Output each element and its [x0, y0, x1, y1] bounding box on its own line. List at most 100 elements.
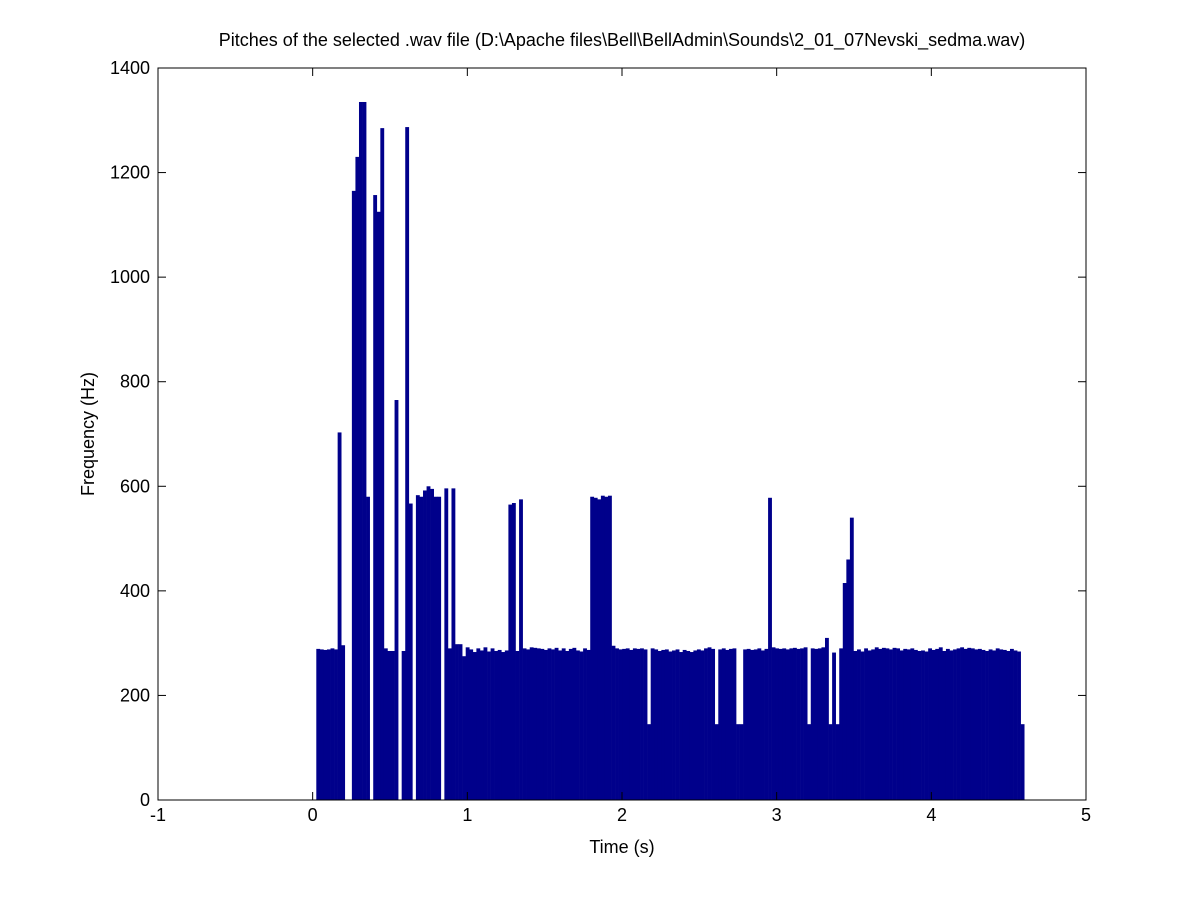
bar: [451, 488, 456, 800]
bar: [540, 648, 545, 800]
bar: [945, 648, 950, 800]
bar: [604, 496, 609, 800]
bar: [543, 649, 548, 800]
bar: [401, 650, 406, 800]
bar: [487, 651, 491, 800]
x-tick-label: 4: [926, 805, 936, 825]
bar: [828, 724, 833, 800]
bars: [316, 101, 1025, 801]
bar: [408, 503, 413, 800]
bar: [522, 648, 527, 800]
bar: [515, 650, 520, 800]
bar: [700, 650, 705, 800]
y-tick-label: 1200: [110, 163, 150, 183]
bar: [849, 517, 854, 800]
bar: [629, 649, 634, 800]
y-tick-label: 200: [120, 685, 150, 705]
bar: [977, 648, 982, 800]
bar: [600, 495, 605, 800]
bar: [597, 499, 602, 800]
chart-title: Pitches of the selected .wav file (D:\Ap…: [219, 30, 1025, 51]
bar: [928, 648, 933, 800]
bar: [583, 648, 587, 800]
bar: [899, 650, 904, 800]
bar: [753, 649, 758, 800]
bar: [590, 496, 595, 800]
bar: [938, 647, 943, 800]
bar: [526, 649, 531, 800]
x-tick-label: 3: [772, 805, 782, 825]
bar: [906, 649, 911, 800]
bar: [536, 648, 541, 800]
bar: [931, 649, 936, 800]
bar: [334, 649, 338, 800]
bar: [778, 648, 783, 800]
bar: [992, 650, 997, 800]
bar: [465, 647, 470, 800]
y-tick-label: 400: [120, 581, 150, 601]
bar: [547, 648, 552, 800]
bar: [1017, 651, 1021, 800]
bar: [1002, 649, 1007, 800]
bar: [565, 650, 570, 800]
bar: [789, 648, 794, 800]
bar: [337, 432, 342, 800]
bar: [462, 656, 467, 800]
bar: [999, 649, 1004, 800]
bar: [750, 649, 755, 800]
bar: [757, 648, 762, 800]
bar: [415, 495, 420, 800]
bar: [871, 649, 876, 800]
bar: [953, 649, 957, 800]
bar: [568, 648, 573, 800]
bar: [430, 488, 434, 800]
bar: [551, 649, 555, 800]
bar: [963, 648, 968, 800]
bar: [419, 496, 424, 800]
bar: [358, 101, 363, 800]
bar: [704, 648, 708, 800]
bar: [679, 652, 684, 800]
bar: [554, 647, 559, 800]
bar: [739, 724, 744, 800]
bar: [985, 650, 989, 800]
bar: [504, 650, 509, 800]
x-tick-label: 5: [1081, 805, 1091, 825]
bar: [423, 490, 427, 800]
bar: [825, 637, 829, 800]
bar: [878, 648, 883, 800]
bar: [867, 650, 872, 800]
bar: [960, 647, 965, 800]
bar: [458, 644, 463, 800]
bar: [1006, 650, 1011, 800]
y-tick-label: 1000: [110, 267, 150, 287]
bar: [696, 649, 701, 800]
bar: [611, 645, 616, 800]
bar: [1009, 648, 1014, 800]
bar: [501, 652, 506, 800]
bar: [351, 190, 356, 800]
bar: [394, 400, 399, 800]
bar: [490, 648, 495, 800]
bar: [579, 651, 584, 800]
bar: [935, 648, 940, 800]
bar: [383, 648, 388, 800]
bar: [775, 648, 780, 800]
bar: [810, 648, 815, 800]
bar: [483, 647, 488, 800]
bar: [675, 649, 680, 800]
bar: [341, 645, 346, 800]
bar: [736, 724, 740, 800]
bar: [387, 650, 392, 800]
bar: [832, 652, 836, 800]
bar: [1013, 650, 1018, 800]
bar: [472, 652, 477, 800]
bar: [760, 650, 765, 800]
bar: [835, 724, 840, 800]
bar: [817, 648, 822, 800]
bar: [444, 488, 449, 800]
bar: [650, 648, 655, 800]
bar: [519, 499, 523, 800]
bar: [874, 647, 879, 800]
